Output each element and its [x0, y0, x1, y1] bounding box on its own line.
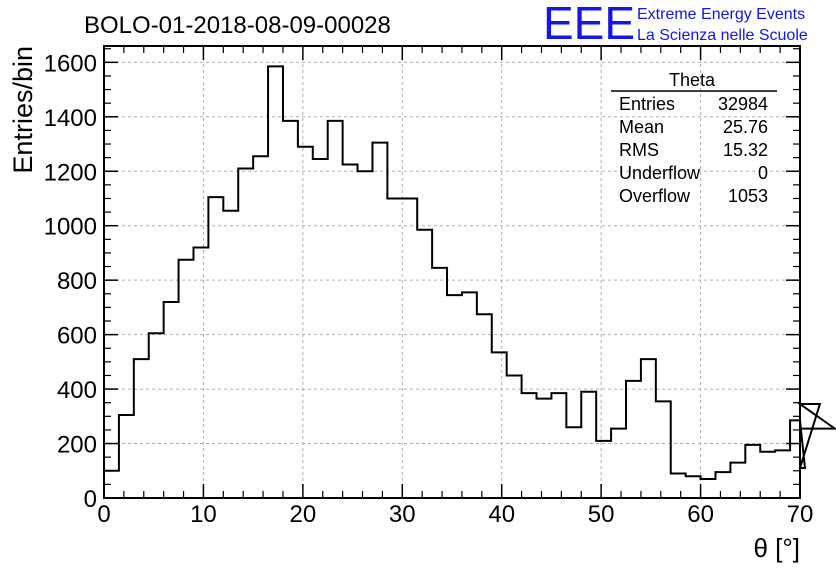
histogram-bin	[551, 393, 566, 498]
y-tick-labels: 0 200 400 600 800 1000 1200 1400 1600	[44, 50, 97, 513]
histogram-bin	[208, 197, 223, 498]
histogram-bin	[715, 472, 730, 498]
x-tick-label: 10	[190, 501, 217, 528]
histogram-bin	[372, 143, 387, 498]
histogram-bin	[298, 147, 313, 498]
histogram-bin	[358, 171, 373, 498]
y-tick-label: 0	[84, 486, 97, 513]
histogram-bin	[462, 292, 477, 498]
x-axis-label: θ [°]	[753, 533, 800, 563]
stats-underflow-label: Underflow	[619, 163, 701, 183]
logo-line-1: Extreme Energy Events	[637, 6, 805, 23]
histogram-bin	[566, 427, 581, 498]
y-tick-label: 800	[57, 268, 97, 295]
stats-underflow-value: 0	[758, 163, 768, 183]
histogram-bin	[507, 375, 522, 498]
histogram-bin	[477, 314, 492, 498]
x-tick-label: 30	[389, 501, 416, 528]
y-tick-label: 200	[57, 432, 97, 459]
histogram-bin	[596, 441, 611, 498]
histogram-bin	[775, 450, 790, 498]
histogram-bin	[283, 121, 298, 498]
histogram-bin	[417, 230, 432, 498]
histogram-bin	[790, 420, 800, 498]
histogram-bin	[387, 198, 402, 498]
x-tick-label: 20	[290, 501, 317, 528]
histogram-bins	[104, 66, 800, 498]
stats-title: Theta	[669, 70, 716, 90]
histogram-bin	[522, 393, 537, 498]
histogram-bin	[581, 392, 596, 498]
eee-logo: EEE Extreme Energy Events La Scienza nel…	[543, 0, 808, 49]
x-tick-label: 60	[687, 501, 714, 528]
histogram-bin	[492, 352, 507, 498]
histogram-bin	[238, 169, 253, 498]
histogram-bin	[626, 381, 641, 498]
chart-title: BOLO-01-2018-08-09-00028	[84, 12, 391, 39]
x-tick-label: 50	[588, 501, 615, 528]
stats-overflow-value: 1053	[728, 186, 768, 206]
histogram-bin	[253, 156, 268, 498]
x-tick-label: 70	[787, 501, 814, 528]
logo-line-2: La Scienza nelle Scuole	[637, 27, 808, 44]
y-tick-label: 600	[57, 323, 97, 350]
histogram-bin	[313, 159, 328, 498]
y-tick-label: 1400	[44, 105, 97, 132]
histogram-bin	[193, 247, 208, 498]
eee-logo-mark: EEE	[543, 0, 635, 49]
histogram-bin	[760, 452, 775, 498]
histogram-bin	[164, 302, 179, 498]
stats-entries-label: Entries	[619, 94, 675, 114]
histogram-bin	[641, 359, 656, 498]
histogram-bin	[686, 476, 701, 498]
histogram-bin	[223, 211, 238, 498]
y-axis-label: Entries/bin	[8, 46, 38, 174]
histogram-bin	[656, 401, 671, 498]
histogram-bin	[745, 445, 760, 498]
histogram-bin	[611, 429, 626, 498]
x-tick-label: 40	[488, 501, 515, 528]
histogram-bin	[537, 399, 552, 498]
histogram-bin	[447, 295, 462, 498]
histogram-bin	[179, 260, 194, 498]
histogram-bin	[149, 333, 164, 498]
stats-rms-value: 15.32	[723, 140, 768, 160]
stats-rms-label: RMS	[619, 140, 659, 160]
histogram-bin	[402, 198, 417, 498]
y-tick-label: 400	[57, 377, 97, 404]
x-tick-labels: 0 10 20 30 40 50 60 70	[97, 501, 813, 528]
histogram-bin	[701, 479, 716, 498]
y-tick-label: 1600	[44, 50, 97, 77]
stats-mean-value: 25.76	[723, 117, 768, 137]
stats-box: Theta Entries 32984 Mean 25.76 RMS 15.32…	[611, 70, 777, 206]
histogram-bin	[432, 268, 447, 498]
stats-overflow-label: Overflow	[619, 186, 691, 206]
histogram-bin	[343, 164, 358, 498]
y-tick-label: 1000	[44, 214, 97, 241]
stats-entries-value: 32984	[718, 94, 768, 114]
x-tick-label: 0	[97, 501, 110, 528]
histogram-bin	[730, 463, 745, 498]
stats-mean-label: Mean	[619, 117, 664, 137]
histogram-bin	[671, 473, 686, 498]
y-tick-label: 1200	[44, 159, 97, 186]
histogram-bin	[134, 359, 149, 498]
histogram-bin	[328, 121, 343, 498]
histogram-bin	[119, 415, 134, 498]
histogram-bin	[268, 66, 283, 498]
